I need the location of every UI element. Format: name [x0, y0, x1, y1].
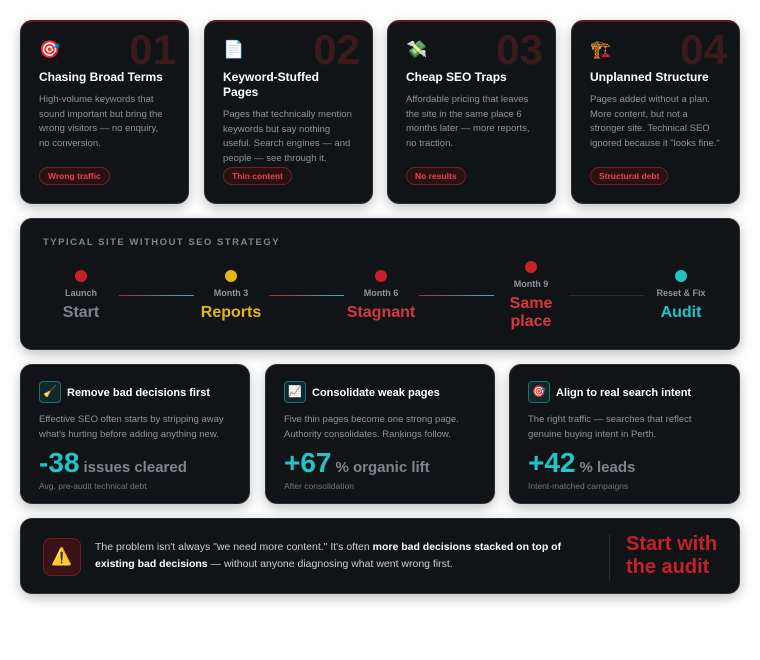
timeline-step: Launch Start	[21, 270, 141, 322]
divider	[609, 534, 610, 580]
timeline-step: Month 6 Stagnant	[321, 270, 441, 322]
card-text: High-volume keywords that sound importan…	[39, 94, 163, 149]
card-icon: 📄	[223, 40, 245, 59]
card-title: Unplanned Structure	[590, 70, 709, 84]
stat-header: 🧹 Remove bad decisions first	[39, 381, 231, 403]
step-label: Month 9	[513, 279, 549, 289]
problem-card: 02 📄 Keyword-Stuffed Pages Pages that techn…	[204, 20, 373, 204]
stat-text: Five thin pages become one strong page. …	[284, 414, 459, 440]
stat-value: -38	[39, 447, 80, 478]
problem-card: 04 🏗️ Unplanned Structure Pages added witho…	[571, 20, 740, 204]
step-dot	[375, 270, 387, 282]
stat-icon: 🧹	[39, 381, 61, 403]
stat-value-row: -38 issues cleared	[39, 447, 231, 479]
stat-title: Align to real search intent	[556, 387, 692, 400]
card-text: Pages that technically mention keywords …	[223, 109, 352, 164]
text-bold: more bad decisions stacked on top of exi…	[95, 541, 562, 570]
stat-header: 📈 Consolidate weak pages	[284, 381, 476, 403]
text: — without anyone diagnosing what went wr…	[207, 558, 453, 570]
stat-title: Consolidate weak pages	[312, 387, 440, 400]
step-label: Month 6	[363, 288, 399, 298]
card-number: 02	[313, 26, 360, 73]
banner-text: The problem isn't always "we need more c…	[95, 539, 595, 573]
stat-card: 🎯 Align to real search intent The right tr…	[509, 364, 740, 504]
step-title: Reports	[200, 304, 262, 321]
warning-icon: ⚠️	[43, 538, 81, 576]
timeline: TYPICAL SITE WITHOUT SEO STRATEGY Launch…	[20, 218, 740, 350]
card-icon: 🎯	[39, 40, 61, 59]
timeline-label: TYPICAL SITE WITHOUT SEO STRATEGY	[43, 237, 281, 248]
problem-card: 01 🎯 Chasing Broad Terms High-volume keywor…	[20, 20, 189, 204]
timeline-step: Month 3 Reports	[171, 270, 291, 322]
banner: ⚠️ The problem isn't always "we need mor…	[20, 518, 740, 594]
step-dot	[75, 270, 87, 282]
step-label: Month 3	[213, 288, 249, 298]
step-title: Same place	[509, 295, 553, 330]
stat-value: +42	[528, 447, 576, 478]
stat-card: 🧹 Remove bad decisions first Effective SEO…	[20, 364, 250, 504]
card-icon: 💸	[406, 40, 428, 59]
connector	[269, 295, 344, 296]
problem-card: 03 💸 Cheap SEO Traps Affordable pricing tha…	[387, 20, 556, 204]
card-title: Chasing Broad Terms	[39, 70, 163, 84]
stat-text: The right traffic — searches that reflec…	[528, 414, 692, 440]
step-dot	[525, 261, 537, 273]
stat-unit: % leads	[579, 459, 636, 476]
connector	[119, 295, 194, 296]
step-label: Reset & Fix	[656, 288, 706, 298]
stat-header: 🎯 Align to real search intent	[528, 381, 721, 403]
timeline-step: Month 9 Same place	[471, 261, 591, 331]
card-number: 01	[129, 26, 176, 73]
step-title: Stagnant	[346, 304, 416, 321]
stat-card: 📈 Consolidate weak pages Five thin pages b…	[265, 364, 495, 504]
stat-icon: 📈	[284, 381, 306, 403]
stat-note: After consolidation	[284, 481, 354, 491]
card-icon: 🏗️	[590, 40, 612, 59]
cta[interactable]: Start with the audit	[626, 533, 718, 578]
card-number: 03	[496, 26, 543, 73]
step-dot	[675, 270, 687, 282]
card-tag: Structural debt	[590, 167, 669, 185]
step-title: Audit	[660, 304, 702, 321]
connector	[569, 295, 644, 296]
stat-value-row: +67% organic lift	[284, 447, 476, 479]
card-number: 04	[680, 26, 727, 73]
stat-text: Effective SEO often starts by stripping …	[39, 414, 224, 440]
stat-value: +67	[284, 447, 332, 478]
card-text: Affordable pricing that leaves the site …	[406, 94, 530, 149]
stat-unit: % organic lift	[335, 459, 430, 476]
stat-note: Avg. pre-audit technical debt	[39, 481, 147, 491]
card-tag: No results	[406, 167, 466, 185]
stat-icon: 🎯	[528, 381, 550, 403]
stat-note: Intent-matched campaigns	[528, 481, 629, 491]
text: The problem isn't always "we need more c…	[95, 541, 373, 553]
step-dot	[225, 270, 237, 282]
stat-unit: issues cleared	[83, 459, 187, 476]
card-text: Pages added without a plan. More content…	[590, 94, 720, 149]
stat-value-row: +42% leads	[528, 447, 721, 479]
card-tag: Thin content	[223, 167, 292, 185]
card-title: Keyword-Stuffed Pages	[223, 70, 319, 99]
step-label: Launch	[64, 288, 97, 298]
connector	[419, 295, 494, 296]
card-title: Cheap SEO Traps	[406, 70, 507, 84]
card-tag: Wrong traffic	[39, 167, 110, 185]
timeline-step: Reset & Fix Audit	[621, 270, 741, 322]
step-title: Start	[62, 304, 100, 321]
stat-title: Remove bad decisions first	[67, 387, 211, 400]
